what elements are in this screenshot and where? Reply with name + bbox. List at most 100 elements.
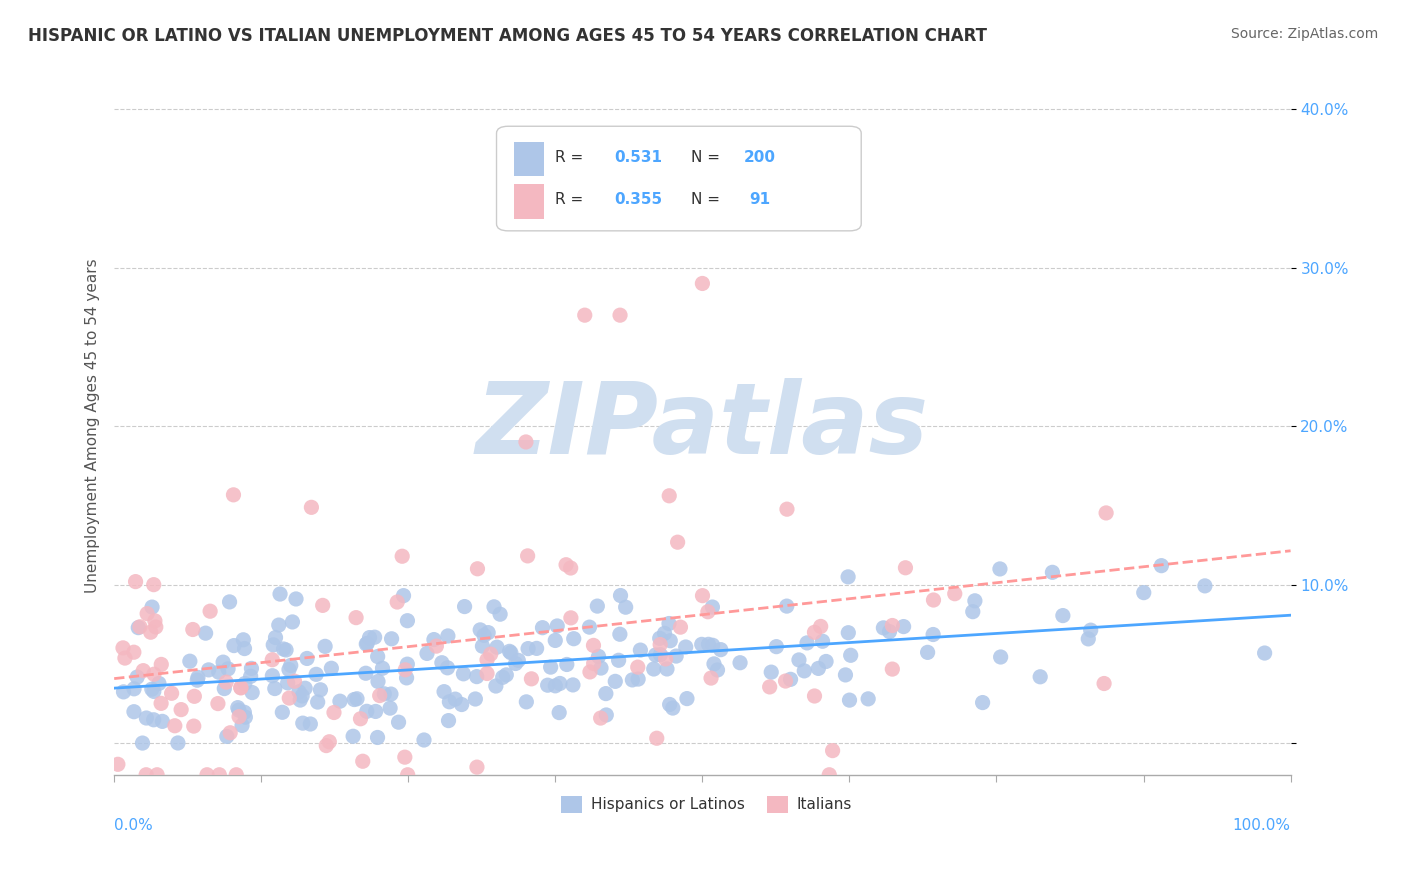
Point [856, 691, 879, 706]
Point [294, 681, 316, 696]
Point [181, 623, 204, 637]
Point [231, 718, 253, 732]
Point [132, 664, 155, 678]
Point [1042, 566, 1064, 580]
Point [416, 647, 439, 661]
Point [793, 664, 815, 678]
Point [218, 595, 240, 609]
Point [367, 649, 389, 664]
Point [607, 653, 630, 667]
Point [433, 684, 456, 698]
Point [208, 768, 231, 782]
Point [392, 589, 415, 603]
Point [627, 660, 650, 674]
Point [710, 642, 733, 657]
Point [703, 657, 725, 671]
Point [475, 666, 498, 681]
Point [127, 670, 149, 684]
Point [696, 605, 718, 619]
Point [555, 558, 578, 572]
Point [187, 670, 209, 684]
Point [269, 587, 291, 601]
Point [129, 620, 152, 634]
Point [548, 676, 571, 690]
Point [281, 615, 304, 629]
Point [444, 692, 467, 706]
Point [141, 682, 163, 697]
Point [595, 687, 617, 701]
Point [650, 638, 672, 652]
Text: Italians: Italians [797, 797, 852, 813]
FancyBboxPatch shape [496, 127, 862, 231]
Point [226, 700, 249, 714]
Point [614, 600, 637, 615]
Point [229, 681, 252, 695]
Text: 0.355: 0.355 [614, 192, 662, 207]
Bar [515, 184, 544, 219]
Point [728, 656, 751, 670]
Point [107, 757, 129, 772]
Point [917, 645, 939, 659]
Point [627, 672, 650, 686]
Point [453, 666, 475, 681]
Point [609, 308, 631, 322]
Point [131, 736, 153, 750]
Point [139, 625, 162, 640]
Point [299, 500, 322, 515]
Point [702, 600, 724, 615]
Point [423, 632, 446, 647]
Point [1150, 558, 1173, 573]
Point [662, 701, 685, 715]
Point [779, 673, 801, 687]
Point [495, 668, 517, 682]
Point [305, 667, 328, 681]
Point [589, 711, 612, 725]
Point [208, 665, 231, 680]
Point [548, 706, 571, 720]
Text: N =: N = [690, 192, 724, 207]
Point [378, 701, 401, 715]
Point [972, 696, 994, 710]
Point [278, 691, 301, 706]
Point [692, 589, 714, 603]
Point [329, 694, 352, 708]
Point [810, 619, 832, 633]
Point [690, 637, 713, 651]
Point [413, 733, 436, 747]
Point [807, 661, 830, 675]
Point [515, 434, 537, 449]
Point [207, 697, 229, 711]
Point [323, 706, 346, 720]
Point [561, 678, 583, 692]
Point [354, 666, 377, 681]
Point [595, 708, 617, 723]
Point [122, 681, 145, 696]
Point [765, 640, 787, 654]
Point [650, 648, 672, 662]
Point [278, 663, 301, 677]
Point [562, 632, 585, 646]
Point [285, 591, 308, 606]
Point [394, 750, 416, 764]
Point [391, 549, 413, 564]
Point [198, 604, 221, 618]
Point [291, 716, 314, 731]
Point [183, 719, 205, 733]
Point [1029, 670, 1052, 684]
Point [706, 663, 728, 677]
Point [588, 649, 610, 664]
Point [990, 650, 1012, 665]
Point [882, 618, 904, 632]
Point [387, 715, 409, 730]
Point [582, 639, 605, 653]
Point [654, 652, 676, 666]
Point [1132, 585, 1154, 599]
Point [290, 693, 312, 707]
Point [838, 693, 860, 707]
Point [344, 610, 367, 624]
Point [264, 631, 287, 645]
Point [356, 636, 378, 650]
Point [437, 714, 460, 728]
Point [692, 277, 714, 291]
Point [574, 308, 596, 322]
